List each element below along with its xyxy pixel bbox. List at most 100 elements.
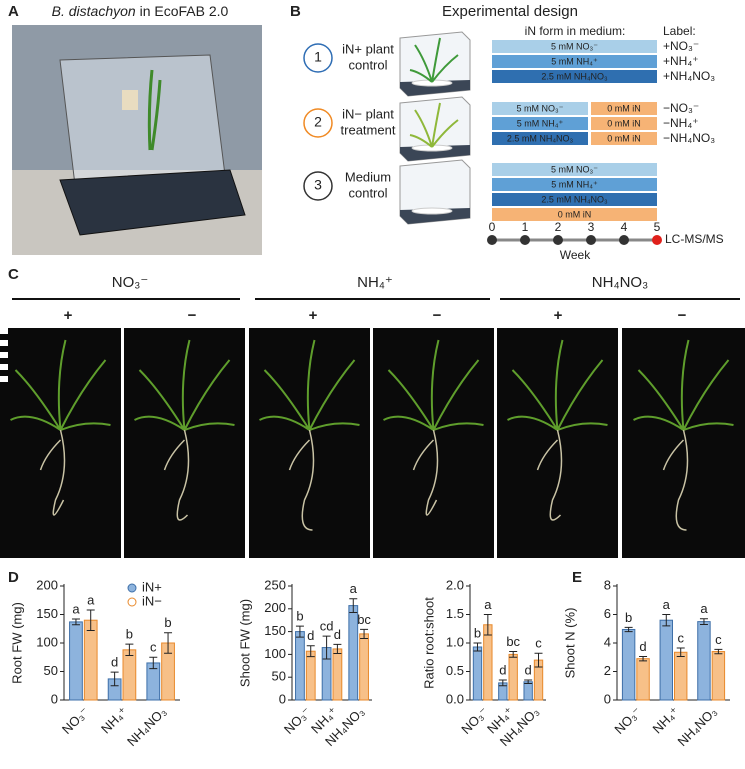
bar <box>359 633 369 701</box>
row-label: +NH₄⁺ <box>663 54 699 68</box>
error-bar <box>676 647 685 658</box>
timeline-tick: 0 <box>489 220 496 234</box>
bar <box>472 646 483 701</box>
group-name: Medium <box>345 169 391 184</box>
medium-bar <box>492 70 657 83</box>
error-bar <box>86 609 95 631</box>
significance-letter: b <box>296 609 303 624</box>
error-bar <box>498 679 507 687</box>
y-tick-label: 50 <box>272 669 286 684</box>
group-header: NO₃⁻ <box>112 274 149 291</box>
sign: + <box>64 307 73 324</box>
legend-marker <box>127 583 137 593</box>
y-tick-label: 6 <box>604 606 611 621</box>
bar <box>659 619 674 701</box>
x-tick-label: NO₃⁻ <box>59 704 92 737</box>
significance-letter: d <box>499 662 506 677</box>
group-name: iN+ plant <box>342 41 394 56</box>
y-tick-label: 100 <box>264 646 286 661</box>
row-label: −NH₄⁺ <box>663 116 699 130</box>
y-tick-label: 250 <box>264 577 286 592</box>
panel-letter: E <box>572 569 582 586</box>
medium-bar <box>492 117 588 130</box>
scale-bar <box>0 376 8 382</box>
error-bar <box>149 656 158 670</box>
legend-marker <box>127 597 137 607</box>
sign: + <box>554 307 563 324</box>
plant-icon <box>409 37 459 83</box>
significance-letter: c <box>715 632 722 647</box>
group-number: 3 <box>314 177 322 193</box>
x-tick-label: NH₄⁺ <box>650 704 682 736</box>
plant-shoot <box>259 339 360 431</box>
medium-dish <box>411 207 453 215</box>
panel-b-title: Experimental design <box>442 3 578 20</box>
significance-letter: b <box>474 625 481 640</box>
y-tick-label: 200 <box>264 600 286 615</box>
bar <box>508 653 518 701</box>
zero-bar <box>591 102 657 115</box>
significance-letter: d <box>334 627 341 642</box>
medium-text: 5 mM NH₄⁺ <box>551 56 598 66</box>
error-bar <box>125 643 134 657</box>
sign: − <box>188 307 197 324</box>
medium-text: 2.5 mM NH₄NO₃ <box>541 71 608 81</box>
significance-letter: a <box>72 601 80 616</box>
photo-cap <box>122 90 138 110</box>
sign: − <box>433 307 442 324</box>
medium-text: 0 mM iN <box>558 209 592 219</box>
y-tick-label: 150 <box>264 623 286 638</box>
bar <box>332 648 343 701</box>
significance-letter: d <box>307 628 314 643</box>
error-bar <box>662 614 671 627</box>
plant-root <box>412 429 439 516</box>
bar <box>636 658 650 701</box>
significance-letter: a <box>700 601 708 616</box>
medium-text: 2.5 mM NH₄NO₃ <box>541 194 608 204</box>
significance-letter: c <box>677 630 684 645</box>
error-bar <box>110 671 119 687</box>
y-tick-label: 1.0 <box>446 634 464 649</box>
sign: + <box>309 307 318 324</box>
significance-letter: b <box>625 610 632 625</box>
plant-shoot <box>10 339 111 431</box>
significance-letter: bc <box>357 612 371 627</box>
bar <box>621 628 636 701</box>
error-bar <box>534 652 543 668</box>
bar <box>83 619 98 701</box>
zero-bar <box>591 132 657 145</box>
bar <box>295 631 305 701</box>
panel-letter: D <box>8 569 19 586</box>
medium-bar <box>492 178 657 191</box>
y-tick-label: 150 <box>36 606 58 621</box>
y-axis-label: Root FW (mg) <box>9 602 24 684</box>
title-rest: in EcoFAB 2.0 <box>140 3 229 19</box>
group-circle <box>303 108 333 138</box>
row-label: +NO₃⁻ <box>663 39 699 53</box>
plant-icon <box>409 102 459 148</box>
panel-a-title: B. distachyon in EcoFAB 2.0 <box>52 3 229 19</box>
y-tick-label: 0.5 <box>446 663 464 678</box>
panel-letter: B <box>290 3 301 20</box>
medium-text: 5 mM NH₄⁺ <box>517 118 564 128</box>
medium-bar <box>492 193 657 206</box>
legend-label: iN− <box>142 593 162 608</box>
bar <box>697 621 711 701</box>
significance-letter: a <box>663 597 671 612</box>
error-bar <box>699 618 708 625</box>
zero-text: 0 mM iN <box>607 103 641 113</box>
scale-bar <box>0 364 8 370</box>
x-tick-label: NH₄NO₃ <box>124 704 169 749</box>
timeline-tick: 3 <box>588 220 595 234</box>
error-bar <box>509 651 518 658</box>
group-circle <box>303 171 333 201</box>
timeline-dot <box>619 235 629 245</box>
medium-text: 5 mM NH₄⁺ <box>551 179 598 189</box>
timeline-tick: 5 <box>654 220 661 234</box>
plant-root <box>39 429 66 516</box>
y-tick-label: 2 <box>604 663 611 678</box>
significance-letter: b <box>164 615 171 630</box>
y-tick-label: 8 <box>604 577 611 592</box>
plant-shoot <box>633 339 734 431</box>
